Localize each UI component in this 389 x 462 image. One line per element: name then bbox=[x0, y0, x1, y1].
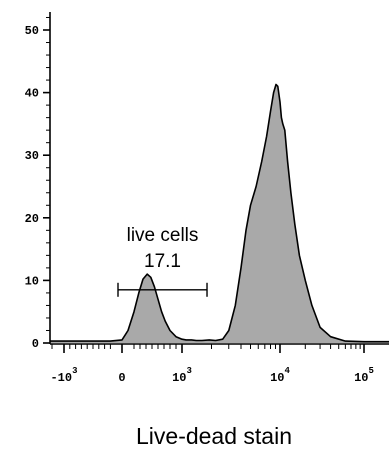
x-tick-label: 103 bbox=[172, 366, 192, 385]
x-tick-label: -103 bbox=[50, 366, 77, 385]
y-tick-label: 50 bbox=[25, 24, 39, 38]
y-tick-label: 20 bbox=[25, 212, 39, 226]
gate-value-label: 17.1 bbox=[144, 251, 181, 272]
x-tick-label: 105 bbox=[354, 366, 374, 385]
histogram-area-0 bbox=[50, 84, 389, 343]
y-tick-label: 30 bbox=[25, 149, 39, 163]
y-tick-label: 40 bbox=[25, 87, 39, 101]
y-tick-label: 10 bbox=[25, 274, 39, 288]
y-tick-label: 0 bbox=[32, 337, 39, 351]
gate-name-label: live cells bbox=[127, 225, 199, 246]
histogram-outline-0 bbox=[50, 83, 389, 343]
x-axis-label: Live-dead stain bbox=[136, 423, 292, 449]
x-tick-label: 104 bbox=[270, 366, 290, 385]
x-tick-label: 0 bbox=[118, 371, 125, 385]
